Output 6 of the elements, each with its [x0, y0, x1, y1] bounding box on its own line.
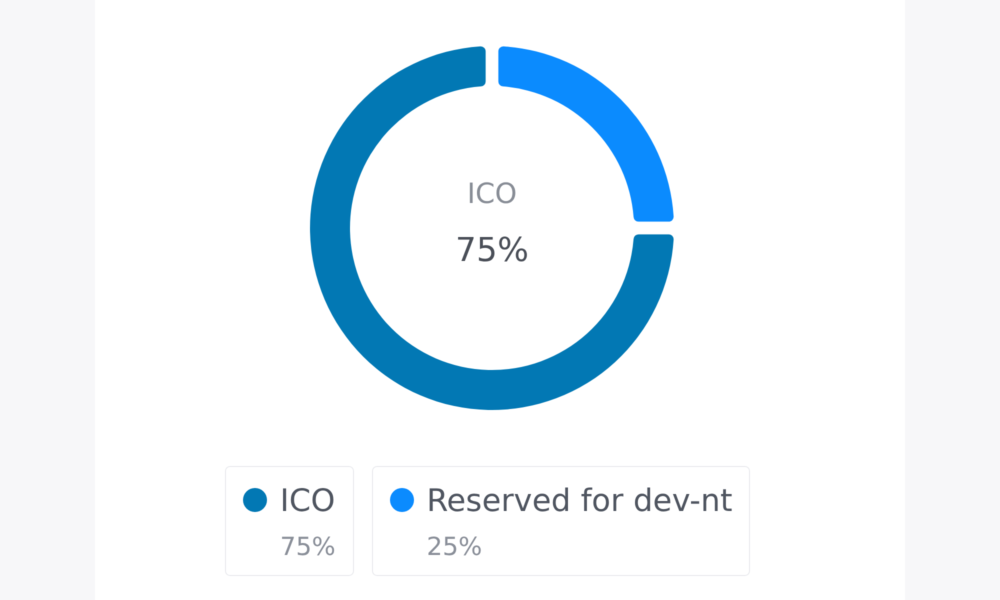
data-label: 25% — [426, 531, 484, 563]
data-label: 75% — [455, 230, 529, 269]
text: 75% — [280, 532, 336, 561]
slice-label: ICO — [467, 177, 517, 210]
legend-label: ICO — [280, 482, 336, 521]
legend-label: Reserved for dev-nt — [426, 482, 732, 521]
